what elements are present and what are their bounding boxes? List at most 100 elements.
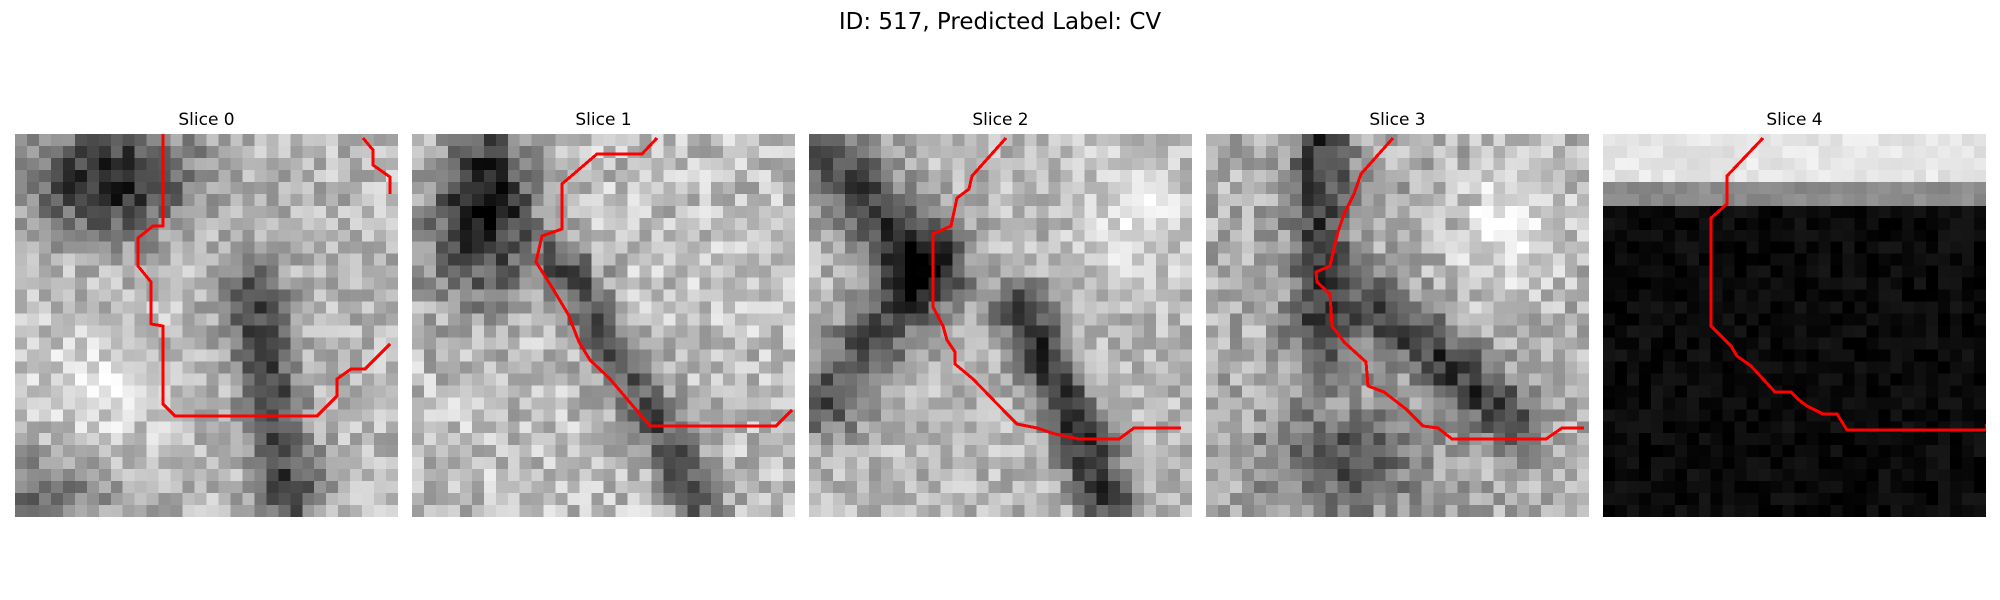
image-pixel	[1337, 385, 1351, 398]
image-pixel	[1866, 157, 1879, 171]
image-pixel	[86, 253, 100, 267]
image-pixel	[1397, 277, 1411, 291]
image-pixel	[110, 229, 124, 243]
image-pixel	[1553, 265, 1566, 279]
image-pixel	[230, 493, 244, 506]
image-pixel	[783, 361, 795, 374]
image-pixel	[1457, 397, 1470, 410]
image-pixel	[1084, 505, 1097, 517]
image-pixel	[1782, 205, 1796, 219]
image-pixel	[1710, 385, 1724, 398]
image-pixel	[711, 505, 724, 517]
image-pixel	[314, 397, 327, 410]
image-pixel	[1938, 229, 1951, 243]
image-pixel	[1758, 277, 1772, 291]
image-pixel	[412, 457, 425, 470]
image-pixel	[1108, 169, 1121, 183]
image-pixel	[771, 481, 784, 494]
image-pixel	[1782, 229, 1796, 243]
image-pixel	[1722, 277, 1736, 291]
image-pixel	[976, 337, 990, 351]
image-pixel	[110, 134, 124, 147]
image-pixel	[1349, 397, 1363, 410]
image-pixel	[1830, 277, 1843, 291]
image-pixel	[386, 145, 398, 159]
image-pixel	[1289, 253, 1303, 267]
image-pixel	[38, 217, 52, 231]
image-pixel	[1577, 409, 1589, 422]
image-pixel	[1565, 349, 1578, 363]
image-pixel	[1902, 157, 1915, 171]
image-pixel	[1698, 457, 1712, 470]
image-pixel	[856, 397, 870, 410]
image-pixel	[194, 313, 208, 327]
image-pixel	[194, 301, 208, 315]
image-pixel	[868, 493, 882, 506]
image-pixel	[1758, 134, 1772, 147]
image-pixel	[844, 481, 858, 494]
image-pixel	[651, 409, 664, 422]
image-pixel	[483, 337, 497, 351]
image-pixel	[1277, 337, 1291, 351]
image-pixel	[495, 217, 509, 231]
image-pixel	[687, 313, 700, 327]
image-pixel	[1048, 253, 1061, 267]
image-pixel	[868, 217, 882, 231]
image-pixel	[1638, 385, 1652, 398]
image-pixel	[206, 385, 220, 398]
image-pixel	[1144, 313, 1157, 327]
image-pixel	[1313, 325, 1327, 339]
image-pixel	[1541, 337, 1554, 351]
image-pixel	[1144, 373, 1157, 386]
image-pixel	[1277, 361, 1291, 374]
image-pixel	[1229, 397, 1243, 410]
image-pixel	[1409, 493, 1423, 506]
image-pixel	[1433, 349, 1446, 363]
image-pixel	[1541, 169, 1554, 183]
image-pixel	[146, 193, 160, 207]
image-pixel	[1433, 409, 1446, 422]
image-pixel	[158, 181, 172, 195]
image-pixel	[964, 193, 978, 207]
image-pixel	[1734, 217, 1748, 231]
image-pixel	[1638, 313, 1652, 327]
image-pixel	[1686, 157, 1700, 171]
image-pixel	[820, 481, 834, 494]
image-pixel	[230, 481, 244, 494]
image-pixel	[146, 241, 160, 255]
image-pixel	[50, 181, 64, 195]
image-pixel	[868, 301, 882, 315]
image-pixel	[1096, 301, 1109, 315]
image-pixel	[110, 493, 124, 506]
image-pixel	[1206, 229, 1219, 243]
image-pixel	[38, 134, 52, 147]
image-pixel	[1493, 241, 1506, 255]
image-pixel	[723, 134, 736, 147]
image-pixel	[362, 421, 375, 434]
image-pixel	[1553, 134, 1566, 147]
image-pixel	[1253, 349, 1267, 363]
image-pixel	[386, 493, 398, 506]
image-pixel	[1373, 313, 1387, 327]
image-pixel	[1036, 349, 1049, 363]
image-pixel	[1674, 373, 1688, 386]
image-pixel	[302, 361, 315, 374]
image-pixel	[1974, 433, 1986, 446]
image-pixel	[579, 457, 593, 470]
image-pixel	[1229, 469, 1243, 482]
image-pixel	[447, 289, 461, 303]
image-pixel	[254, 313, 267, 327]
image-pixel	[1782, 169, 1796, 183]
image-pixel	[723, 337, 736, 351]
image-pixel	[940, 277, 954, 291]
image-pixel	[1036, 289, 1049, 303]
image-pixel	[182, 169, 196, 183]
image-pixel	[1325, 469, 1339, 482]
image-pixel	[687, 445, 700, 458]
image-pixel	[976, 277, 990, 291]
image-pixel	[194, 229, 208, 243]
image-pixel	[1301, 385, 1315, 398]
image-pixel	[627, 181, 641, 195]
image-pixel	[362, 229, 375, 243]
image-pixel	[374, 493, 387, 506]
